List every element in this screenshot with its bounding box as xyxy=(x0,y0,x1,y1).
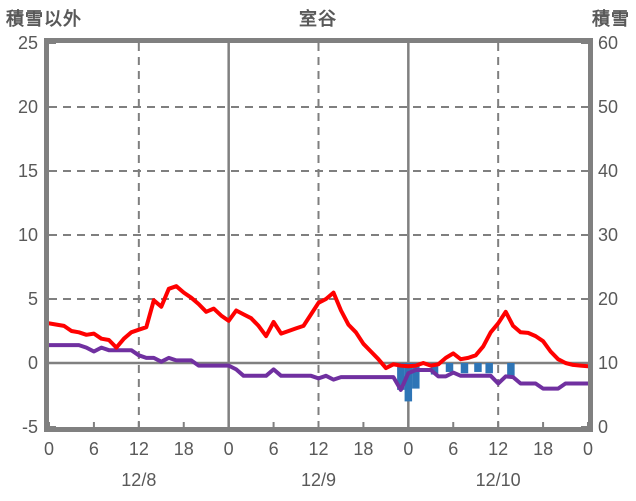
left-axis-tick-label: 25 xyxy=(17,33,38,53)
snow-bars-bar xyxy=(397,363,405,390)
right-axis-tick-label: 60 xyxy=(598,33,619,53)
snow-bars-bar xyxy=(507,363,515,376)
date-label: 12/10 xyxy=(475,470,521,490)
right-axis-tick-label: 10 xyxy=(598,353,619,373)
left-axis-tick-label: 0 xyxy=(27,353,38,373)
hour-tick-label: 18 xyxy=(353,439,374,459)
right-axis-tick-label: 20 xyxy=(598,289,619,309)
hour-tick-label: 18 xyxy=(533,439,554,459)
left-axis-title: 積雪以外 xyxy=(6,9,82,29)
snow-bars-bar xyxy=(412,363,420,389)
hour-tick-label: 0 xyxy=(223,439,234,459)
right-axis-tick-label: 50 xyxy=(598,97,619,117)
hour-tick-label: 0 xyxy=(43,439,54,459)
hour-tick-label: 0 xyxy=(403,439,414,459)
hour-tick-label: 6 xyxy=(448,439,459,459)
hour-tick-label: 12 xyxy=(488,439,509,459)
left-axis-tick-label: 10 xyxy=(17,225,38,245)
right-axis-tick-label: 30 xyxy=(598,225,619,245)
snow-bars-bar xyxy=(460,363,469,374)
right-axis-tick-label: 40 xyxy=(598,161,619,181)
hour-tick-label: 12 xyxy=(128,439,149,459)
snow-bars-bar xyxy=(404,363,413,402)
date-label: 12/8 xyxy=(121,470,157,490)
hour-tick-label: 6 xyxy=(88,439,99,459)
right-axis-tick-label: 0 xyxy=(598,417,609,437)
date-label: 12/9 xyxy=(300,470,337,490)
hour-tick-label: 12 xyxy=(308,439,329,459)
purple-line xyxy=(49,343,588,392)
hour-tick-label: 0 xyxy=(582,439,593,459)
snow-bars-bar xyxy=(430,363,439,375)
chart-title: 室谷 xyxy=(299,9,337,29)
left-axis-tick-label: -5 xyxy=(21,417,38,437)
hour-tick-label: 6 xyxy=(268,439,279,459)
hour-tick-label: 18 xyxy=(173,439,194,459)
snow-bars-bar xyxy=(485,363,493,374)
temperature-line xyxy=(49,284,588,371)
left-axis-tick-label: 15 xyxy=(17,161,38,181)
right-axis-title: 積雪 xyxy=(592,9,630,29)
left-axis-tick-label: 5 xyxy=(27,289,38,309)
snow-bars-bar xyxy=(445,363,454,372)
plot-area xyxy=(44,38,593,432)
snow-bars-bar xyxy=(474,363,482,372)
left-axis-tick-label: 20 xyxy=(17,97,38,117)
chart-canvas xyxy=(49,43,588,427)
